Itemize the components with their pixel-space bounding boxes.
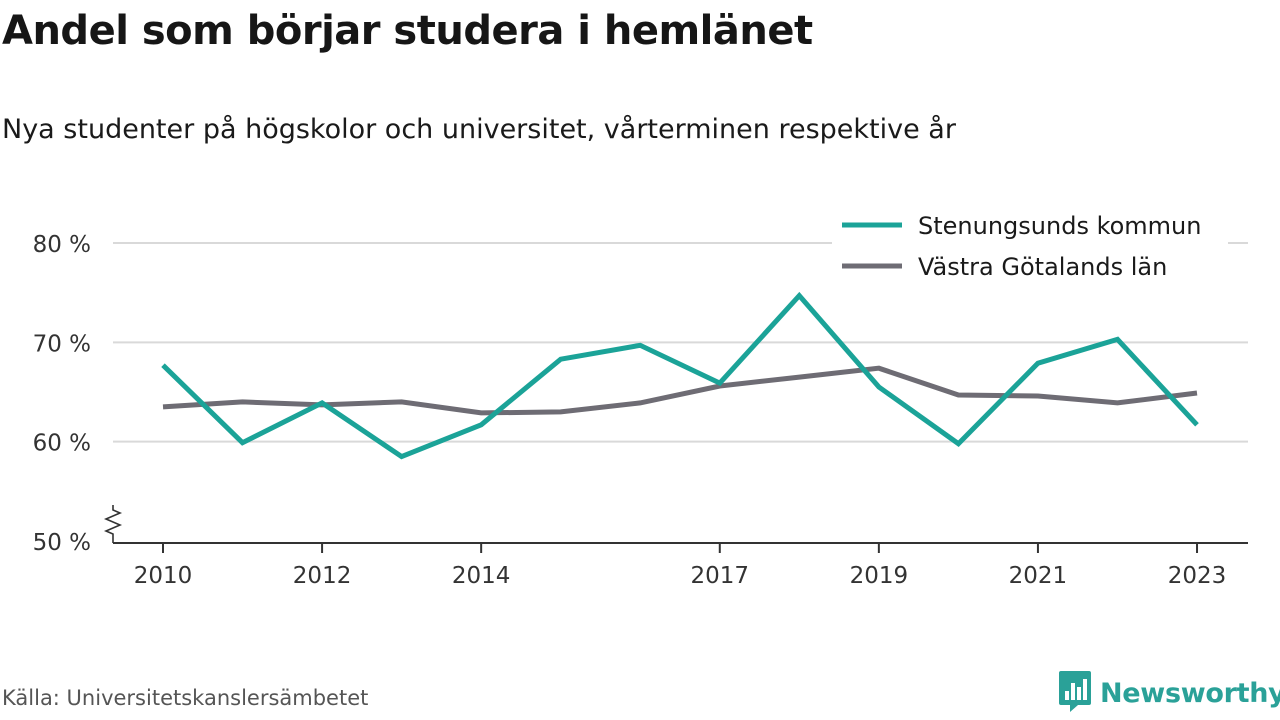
series-line-stenungsund (161, 291, 1199, 460)
x-axis-ticks: 2010 2012 2014 2017 2019 2021 2023 (134, 543, 1227, 589)
y-tick-label: 50 % (33, 530, 91, 556)
legend-background (832, 203, 1228, 297)
legend-label-stenungsund: Stenungsunds kommun (918, 212, 1201, 240)
newsworthy-logo-icon (1058, 669, 1092, 717)
chart-subtitle: Nya studenter på högskolor och universit… (2, 114, 956, 145)
chart-title: Andel som börjar studera i hemlänet (2, 8, 813, 54)
y-tick-label: 80 % (33, 232, 91, 258)
x-tick-label: 2023 (1168, 563, 1227, 589)
brand-logo[interactable]: Newsworthy (1058, 671, 1280, 715)
legend-label-vastra-gotaland: Västra Götalands län (918, 253, 1167, 281)
x-tick-label: 2014 (452, 563, 511, 589)
y-tick-label: 60 % (33, 431, 91, 457)
x-tick-label: 2012 (293, 563, 352, 589)
y-axis-labels: 50 % 60 % 70 % 80 % (33, 232, 91, 556)
x-axis (103, 505, 1248, 544)
source-note: Källa: Universitetskanslersämbetet (2, 686, 369, 710)
x-tick-label: 2017 (691, 563, 750, 589)
legend: Stenungsunds kommun Västra Götalands län (832, 203, 1228, 297)
brand-name: Newsworthy (1100, 677, 1280, 709)
x-tick-label: 2021 (1009, 563, 1068, 589)
line-chart: 50 % 60 % 70 % 80 % 2010 2012 2014 2017 2019 202… (32, 203, 1248, 589)
series-lines (161, 291, 1199, 460)
axis-break-mark (103, 505, 123, 543)
y-tick-label: 70 % (33, 331, 91, 357)
x-tick-label: 2010 (134, 563, 193, 589)
x-tick-label: 2019 (850, 563, 909, 589)
series-line-vastra-gotaland (162, 365, 1198, 416)
